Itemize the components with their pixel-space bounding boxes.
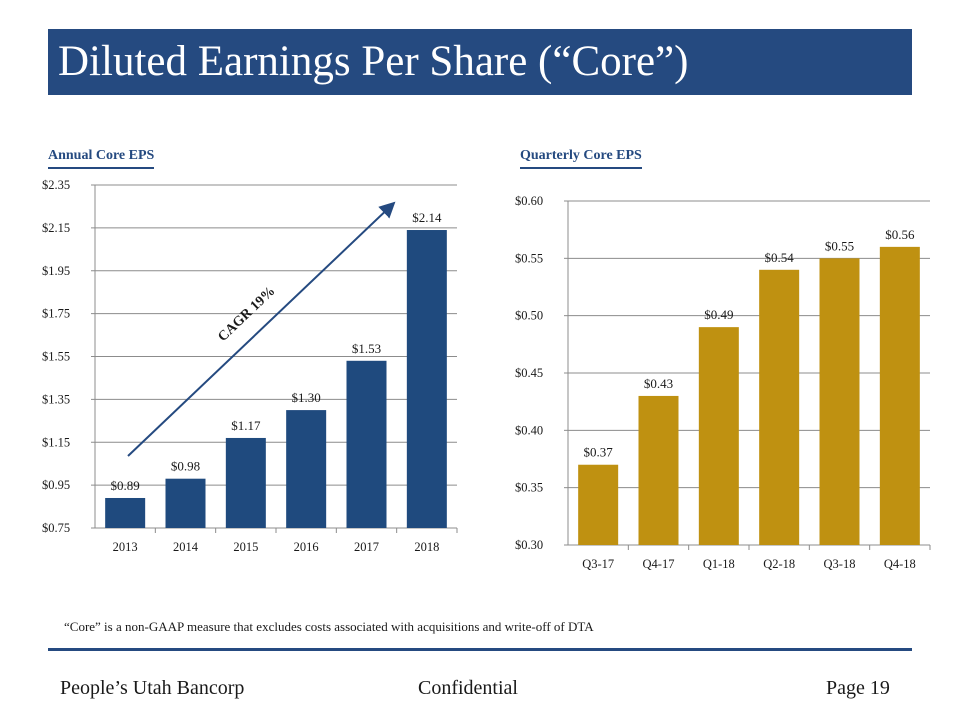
quarterly-category-label: Q2-18 [763, 557, 795, 571]
annual-ytick-label: $1.55 [42, 350, 70, 364]
quarterly-ytick-label: $0.40 [515, 423, 543, 437]
annual-value-label: $1.17 [231, 418, 261, 433]
title-bar: Diluted Earnings Per Share (“Core”) [48, 29, 912, 95]
annual-ytick-label: $0.95 [42, 478, 70, 492]
quarterly-bar [638, 395, 679, 545]
quarterly-bar [759, 269, 800, 545]
quarterly-bar [819, 258, 860, 545]
quarterly-category-label: Q4-18 [884, 557, 916, 571]
annual-category-label: 2018 [414, 540, 439, 554]
annual-ytick-label: $1.95 [42, 264, 70, 278]
annual-ytick-label: $1.75 [42, 307, 70, 321]
footer-company: People’s Utah Bancorp [60, 677, 245, 699]
quarterly-ytick-label: $0.50 [515, 309, 543, 323]
quarterly-ytick-label: $0.60 [515, 194, 543, 208]
quarterly-ytick-label: $0.30 [515, 538, 543, 552]
quarterly-category-label: Q3-18 [824, 557, 856, 571]
footer-confidential: Confidential [418, 677, 518, 699]
quarterly-bar [879, 246, 920, 545]
quarterly-bar [578, 464, 619, 545]
annual-category-label: 2017 [354, 540, 379, 554]
annual-value-label: $0.98 [171, 459, 200, 474]
annual-value-label: $1.30 [292, 390, 321, 405]
annual-category-label: 2015 [233, 540, 258, 554]
page-title: Diluted Earnings Per Share (“Core”) [58, 38, 689, 85]
annual-ytick-label: $2.15 [42, 221, 70, 235]
annual-bar [225, 437, 266, 528]
quarterly-value-label: $0.54 [765, 250, 795, 265]
quarterly-ytick-label: $0.45 [515, 366, 543, 380]
annual-ytick-label: $1.35 [42, 392, 70, 406]
quarterly-chart-title: Quarterly Core EPS [520, 148, 642, 169]
annual-chart-title: Annual Core EPS [48, 148, 155, 169]
quarterly-value-label: $0.43 [644, 376, 673, 391]
annual-bar [105, 497, 146, 528]
quarterly-category-label: Q4-17 [643, 557, 675, 571]
annual-value-label: $2.14 [412, 210, 442, 225]
annual-value-label: $1.53 [352, 341, 381, 356]
quarterly-ytick-label: $0.35 [515, 481, 543, 495]
quarterly-value-label: $0.49 [704, 307, 733, 322]
quarterly-category-label: Q3-17 [582, 557, 614, 571]
annual-value-label: $0.89 [111, 478, 140, 493]
annual-category-label: 2013 [113, 540, 138, 554]
cagr-arrow [127, 201, 396, 457]
quarterly-value-label: $0.55 [825, 238, 854, 253]
footer-page-number: Page 19 [826, 677, 890, 699]
quarterly-value-label: $0.56 [885, 227, 915, 242]
annual-bar [346, 360, 387, 528]
quarterly-bar [698, 327, 739, 545]
footnote: “Core” is a non-GAAP measure that exclud… [64, 619, 594, 634]
annual-bar [165, 478, 206, 528]
footer-divider [48, 648, 912, 651]
quarterly-value-label: $0.37 [584, 445, 614, 460]
annual-category-label: 2014 [173, 540, 199, 554]
annual-bar [406, 230, 447, 529]
annual-bar [286, 410, 327, 528]
quarterly-category-label: Q1-18 [703, 557, 735, 571]
annual-category-label: 2016 [294, 540, 319, 554]
quarterly-ytick-label: $0.55 [515, 251, 543, 265]
annual-ytick-label: $0.75 [42, 521, 70, 535]
annual-ytick-label: $2.35 [42, 178, 70, 192]
annual-ytick-label: $1.15 [42, 435, 70, 449]
